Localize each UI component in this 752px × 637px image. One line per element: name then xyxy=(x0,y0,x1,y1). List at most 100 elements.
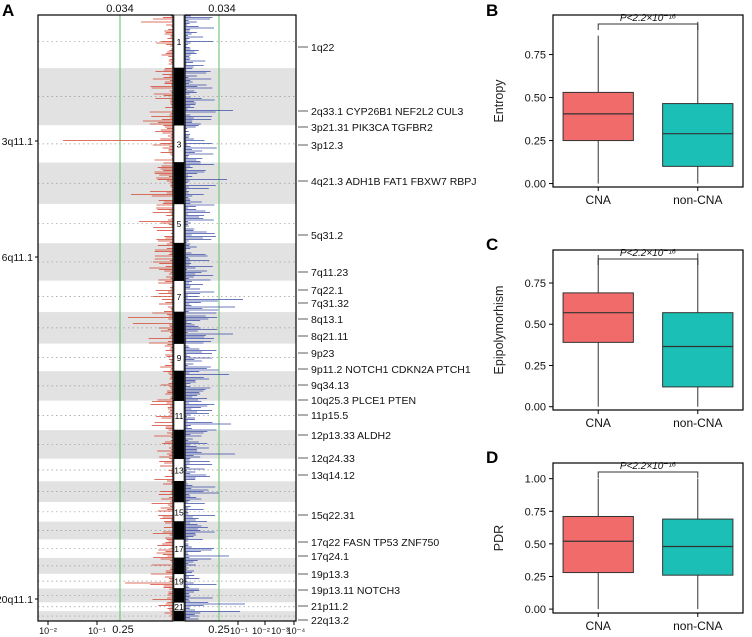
ideogram-chromosome xyxy=(173,370,185,401)
ideogram-chromosome xyxy=(173,521,185,540)
panel-a-x-axis: 10⁻² 10⁻¹ 0.25 0.25 10⁻¹ 10⁻² 10⁻³ 10⁻⁴ xyxy=(39,621,305,636)
right-axis-tick: 10⁻¹ xyxy=(230,626,248,636)
chromosome-number: 21 xyxy=(174,602,184,612)
ideogram-chromosome xyxy=(173,67,185,126)
box-non-cna xyxy=(662,518,734,576)
gene-label: 7q31.32 xyxy=(311,298,349,310)
gene-label: 13q14.12 xyxy=(311,470,355,482)
p-value-annotation: P<2.2×10⁻¹⁶ xyxy=(620,461,676,472)
left-axis-tick: 10⁻² xyxy=(39,626,57,636)
significance-bracket xyxy=(597,23,699,30)
panel-b-label: B xyxy=(486,1,498,20)
box-plot-panels: B 0.00 0.25 0.50 0.75 Entropy CNA non-CNA P<2.2… xyxy=(486,1,744,633)
chromosome-number: 5 xyxy=(177,219,182,229)
gene-label: 9p11.2 NOTCH1 CDKN2A PTCH1 xyxy=(311,364,471,376)
x-category-label: CNA xyxy=(586,619,611,633)
y-tick-label: 0.50 xyxy=(525,93,546,105)
gene-label: 9p23 xyxy=(311,348,335,360)
ideogram-chromosome xyxy=(173,481,185,503)
gene-label: 19p13.3 xyxy=(311,569,349,581)
box-cna xyxy=(562,515,634,574)
gene-label: 5q31.2 xyxy=(311,230,343,242)
gene-label: 7q11.23 xyxy=(311,267,348,279)
x-category-label: non-CNA xyxy=(673,193,722,207)
y-tick-label: 1.00 xyxy=(525,474,546,486)
y-tick-label: 0.75 xyxy=(525,50,546,62)
ideogram-chromosome xyxy=(173,588,185,603)
chromosome-number: 19 xyxy=(174,577,184,587)
panel-c: C 0.00 0.25 0.50 0.75 Epipolymorhism CNA non-C… xyxy=(486,235,744,430)
chromosome-number: 15 xyxy=(174,507,184,517)
y-tick-label: 0.75 xyxy=(525,278,546,290)
p-value-annotation: P<2.2×10⁻¹⁶ xyxy=(620,13,676,24)
gene-label: 12p13.33 ALDH2 xyxy=(311,430,391,442)
significance-bracket xyxy=(597,258,699,265)
threshold-value-left: 0.034 xyxy=(106,3,134,15)
gene-label: 3p21.31 PIK3CA TGFBR2 xyxy=(311,122,433,134)
centromere-label: 20q11.1 xyxy=(0,594,33,606)
y-tick-label: 0.00 xyxy=(525,604,546,616)
x-category-label: CNA xyxy=(586,416,611,430)
gene-label: 19p13.11 NOTCH3 xyxy=(311,585,400,597)
panel-d: D 0.00 0.25 0.50 0.75 1.00 PDR CNA non-CNA P<2.2… xyxy=(486,448,744,633)
gene-label: 2q33.1 CYP26B1 NEF2L2 CUL3 xyxy=(311,106,464,118)
ideogram-chromosome xyxy=(173,610,185,622)
box-cna xyxy=(562,91,634,142)
centromere-label: 3q11.1 xyxy=(2,136,33,148)
panel-c-label: C xyxy=(486,235,498,254)
gene-label: 1q22 xyxy=(311,42,335,54)
y-tick-label: 0.00 xyxy=(525,179,546,191)
y-tick-label: 0.25 xyxy=(525,571,546,583)
p-value-annotation: P<2.2×10⁻¹⁶ xyxy=(620,248,676,259)
box-cna xyxy=(562,292,634,343)
gene-label: 7q22.1 xyxy=(311,285,343,297)
chromosome-number: 7 xyxy=(177,292,182,302)
right-axis-tick: 10⁻³ xyxy=(271,626,289,636)
gene-label: 3p12.3 xyxy=(311,140,343,152)
panel-d-label: D xyxy=(486,448,498,467)
chromosome-bands xyxy=(38,41,296,621)
centromere-labels: 3q11.1 6q11.1 20q11.1 xyxy=(0,136,38,606)
panel-b: B 0.00 0.25 0.50 0.75 Entropy CNA non-CNA P<2.2… xyxy=(486,1,744,207)
x-category-label: CNA xyxy=(586,193,611,207)
ideogram-chromosome xyxy=(173,311,185,344)
y-tick-label: 0.50 xyxy=(525,319,546,331)
ideogram-chromosome xyxy=(173,242,185,281)
chromosome-number: 9 xyxy=(177,353,182,363)
y-axis-title: PDR xyxy=(492,525,506,551)
gene-label: 9q34.13 xyxy=(311,380,349,392)
y-tick-label: 0.75 xyxy=(525,506,546,518)
panel-a-label: A xyxy=(2,1,14,20)
gain-panel-frame xyxy=(184,14,297,622)
gene-labels: 1q22 2q33.1 CYP26B1 NEF2L2 CUL3 3p21.31 … xyxy=(311,42,477,627)
box-non-cna xyxy=(662,103,734,167)
right-axis-tick: 10⁻⁴ xyxy=(287,626,306,636)
gene-label-leaders xyxy=(298,46,308,621)
centromere-label: 6q11.1 xyxy=(2,252,33,264)
y-tick-label: 0.25 xyxy=(525,136,546,148)
gene-label: 17q24.1 xyxy=(311,551,349,563)
ideogram-chromosome xyxy=(173,429,185,459)
gene-label: 4q21.3 ADH1B FAT1 FBXW7 RBPJ xyxy=(311,176,477,188)
ideogram-chromosome xyxy=(173,557,185,575)
threshold-bottom-left: 0.25 xyxy=(112,624,133,636)
chromosome-number: 17 xyxy=(174,544,184,554)
chromosome-number: 11 xyxy=(175,411,184,421)
right-axis-tick: 10⁻² xyxy=(252,626,270,636)
gain-bars xyxy=(185,15,245,620)
chromosome-number: 1 xyxy=(177,37,182,47)
gene-label: 8q13.1 xyxy=(311,314,343,326)
threshold-value-right: 0.034 xyxy=(208,3,236,15)
gene-label: 8q21.11 xyxy=(311,331,348,343)
y-axis-title: Entropy xyxy=(492,79,506,123)
y-tick-label: 0.00 xyxy=(525,402,546,414)
gene-label: 15q22.31 xyxy=(311,510,355,522)
x-category-label: non-CNA xyxy=(673,619,722,633)
significance-bracket xyxy=(597,471,699,478)
gene-label: 11p15.5 xyxy=(311,410,348,422)
chromosome-number: 3 xyxy=(177,139,182,149)
left-axis-tick: 10⁻¹ xyxy=(88,626,106,636)
gene-label: 17q22 FASN TP53 ZNF750 xyxy=(311,537,439,549)
ideogram-chromosome xyxy=(173,162,185,205)
